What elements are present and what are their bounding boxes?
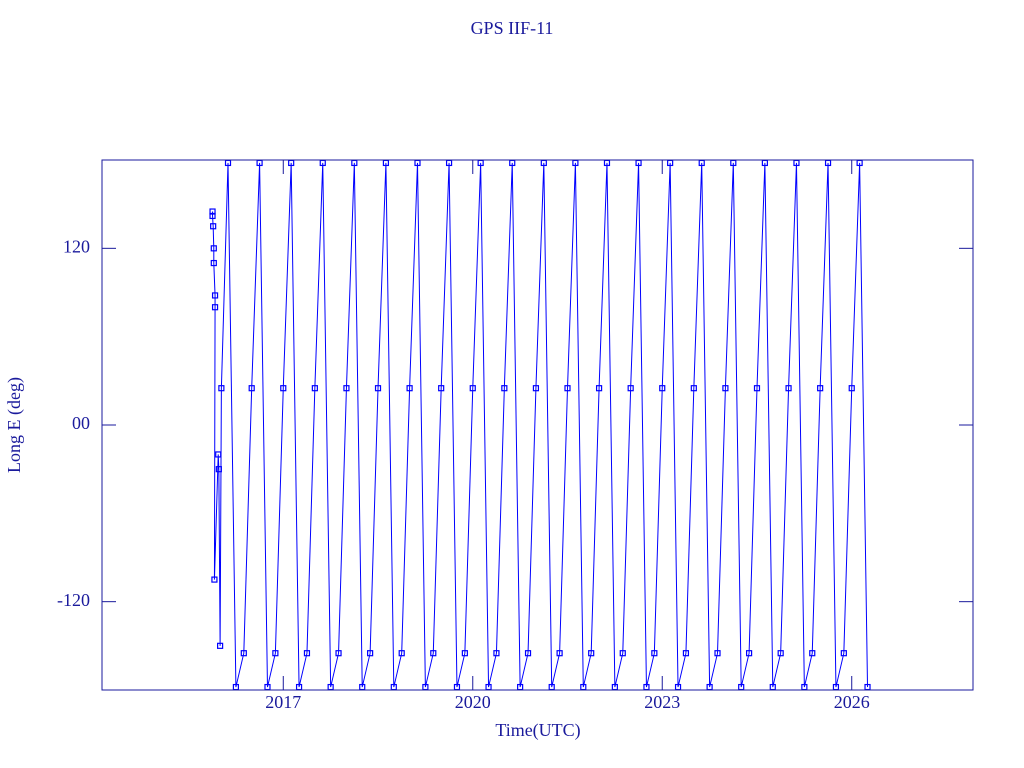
data-point <box>682 650 690 657</box>
y-tick-label: 00 <box>72 413 90 433</box>
data-point <box>753 385 761 392</box>
data-point <box>210 245 217 252</box>
data-point <box>215 466 222 473</box>
data-point <box>524 650 532 657</box>
chart-title: GPS IIF-11 <box>471 18 554 38</box>
y-tick-label: -120 <box>57 590 90 610</box>
data-point <box>343 385 350 392</box>
data-point <box>211 576 218 583</box>
data-point <box>659 385 666 392</box>
data-point <box>272 650 279 657</box>
data-point <box>374 385 382 392</box>
data-point <box>588 650 595 657</box>
data-point <box>217 642 224 649</box>
data-point <box>532 385 540 392</box>
data-point <box>210 223 217 230</box>
data-point <box>303 650 311 657</box>
x-tick-label: 2023 <box>644 692 680 712</box>
data-point <box>714 650 721 657</box>
x-tick-label: 2020 <box>455 692 491 712</box>
data-point <box>248 385 255 392</box>
data-point <box>240 650 247 657</box>
data-point <box>745 650 753 657</box>
data-point <box>690 385 697 392</box>
data-point <box>493 650 500 657</box>
data-point <box>367 650 374 657</box>
data-point <box>218 385 225 392</box>
data-point <box>311 385 318 392</box>
data-point <box>817 385 824 392</box>
data-point <box>848 385 855 392</box>
data-point <box>335 650 342 657</box>
data-point <box>215 451 222 458</box>
data-point <box>627 385 634 392</box>
data-point <box>722 385 729 392</box>
x-tick-label: 2026 <box>834 692 870 712</box>
data-point <box>406 385 413 392</box>
data-point <box>211 292 219 299</box>
data-point <box>461 650 468 657</box>
y-tick-label: 120 <box>63 236 90 256</box>
data-point <box>840 650 847 657</box>
data-point <box>209 212 216 220</box>
data-point <box>564 385 571 392</box>
data-point <box>651 650 658 657</box>
data-point <box>398 650 405 657</box>
data-point <box>501 385 508 392</box>
data-point <box>777 650 784 657</box>
data-point <box>809 650 816 657</box>
data-point <box>556 650 563 657</box>
data-point <box>619 650 626 657</box>
data-point <box>469 385 476 392</box>
data-line <box>212 162 869 688</box>
data-point <box>595 385 603 392</box>
data-point <box>438 385 445 392</box>
x-axis-label: Time(UTC) <box>495 720 580 741</box>
x-tick-label: 2017 <box>265 692 301 712</box>
plot-frame <box>101 159 974 691</box>
data-point <box>430 650 437 657</box>
data-point <box>211 304 219 311</box>
data-point <box>785 385 792 392</box>
y-axis-label: Long E (deg) <box>4 377 25 473</box>
data-point <box>210 259 217 267</box>
data-point <box>280 385 287 392</box>
